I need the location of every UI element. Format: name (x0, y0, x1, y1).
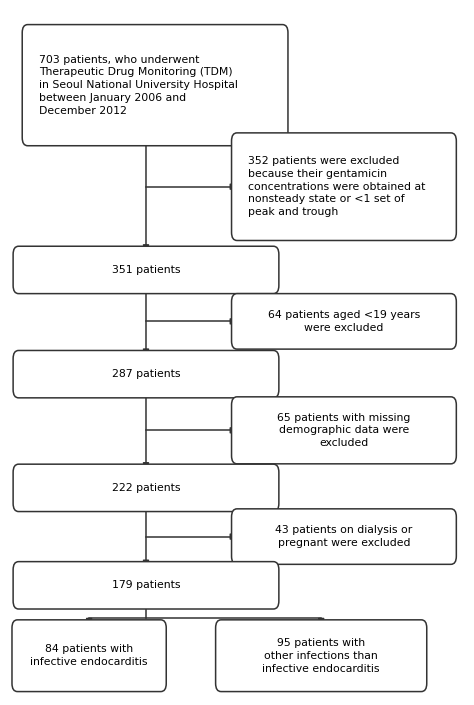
Text: 179 patients: 179 patients (112, 580, 180, 590)
Text: 352 patients were excluded
because their gentamicin
concentrations were obtained: 352 patients were excluded because their… (248, 156, 426, 217)
Text: 65 patients with missing
demographic data were
excluded: 65 patients with missing demographic dat… (277, 412, 410, 448)
Text: 64 patients aged <19 years
were excluded: 64 patients aged <19 years were excluded (268, 310, 420, 333)
Text: 351 patients: 351 patients (112, 265, 180, 275)
FancyBboxPatch shape (216, 620, 427, 692)
FancyBboxPatch shape (231, 509, 456, 564)
FancyBboxPatch shape (22, 25, 288, 146)
FancyBboxPatch shape (231, 133, 456, 240)
FancyBboxPatch shape (231, 293, 456, 349)
Text: 84 patients with
infective endocarditis: 84 patients with infective endocarditis (30, 644, 148, 667)
Text: 95 patients with
other infections than
infective endocarditis: 95 patients with other infections than i… (263, 638, 380, 673)
Text: 43 patients on dialysis or
pregnant were excluded: 43 patients on dialysis or pregnant were… (275, 525, 412, 548)
Text: 287 patients: 287 patients (112, 369, 180, 379)
FancyBboxPatch shape (13, 464, 279, 512)
Text: 703 patients, who underwent
Therapeutic Drug Monitoring (TDM)
in Seoul National : 703 patients, who underwent Therapeutic … (39, 54, 238, 116)
Text: 222 patients: 222 patients (112, 483, 180, 493)
FancyBboxPatch shape (12, 620, 166, 692)
FancyBboxPatch shape (13, 246, 279, 293)
FancyBboxPatch shape (13, 350, 279, 398)
FancyBboxPatch shape (231, 397, 456, 464)
FancyBboxPatch shape (13, 562, 279, 609)
